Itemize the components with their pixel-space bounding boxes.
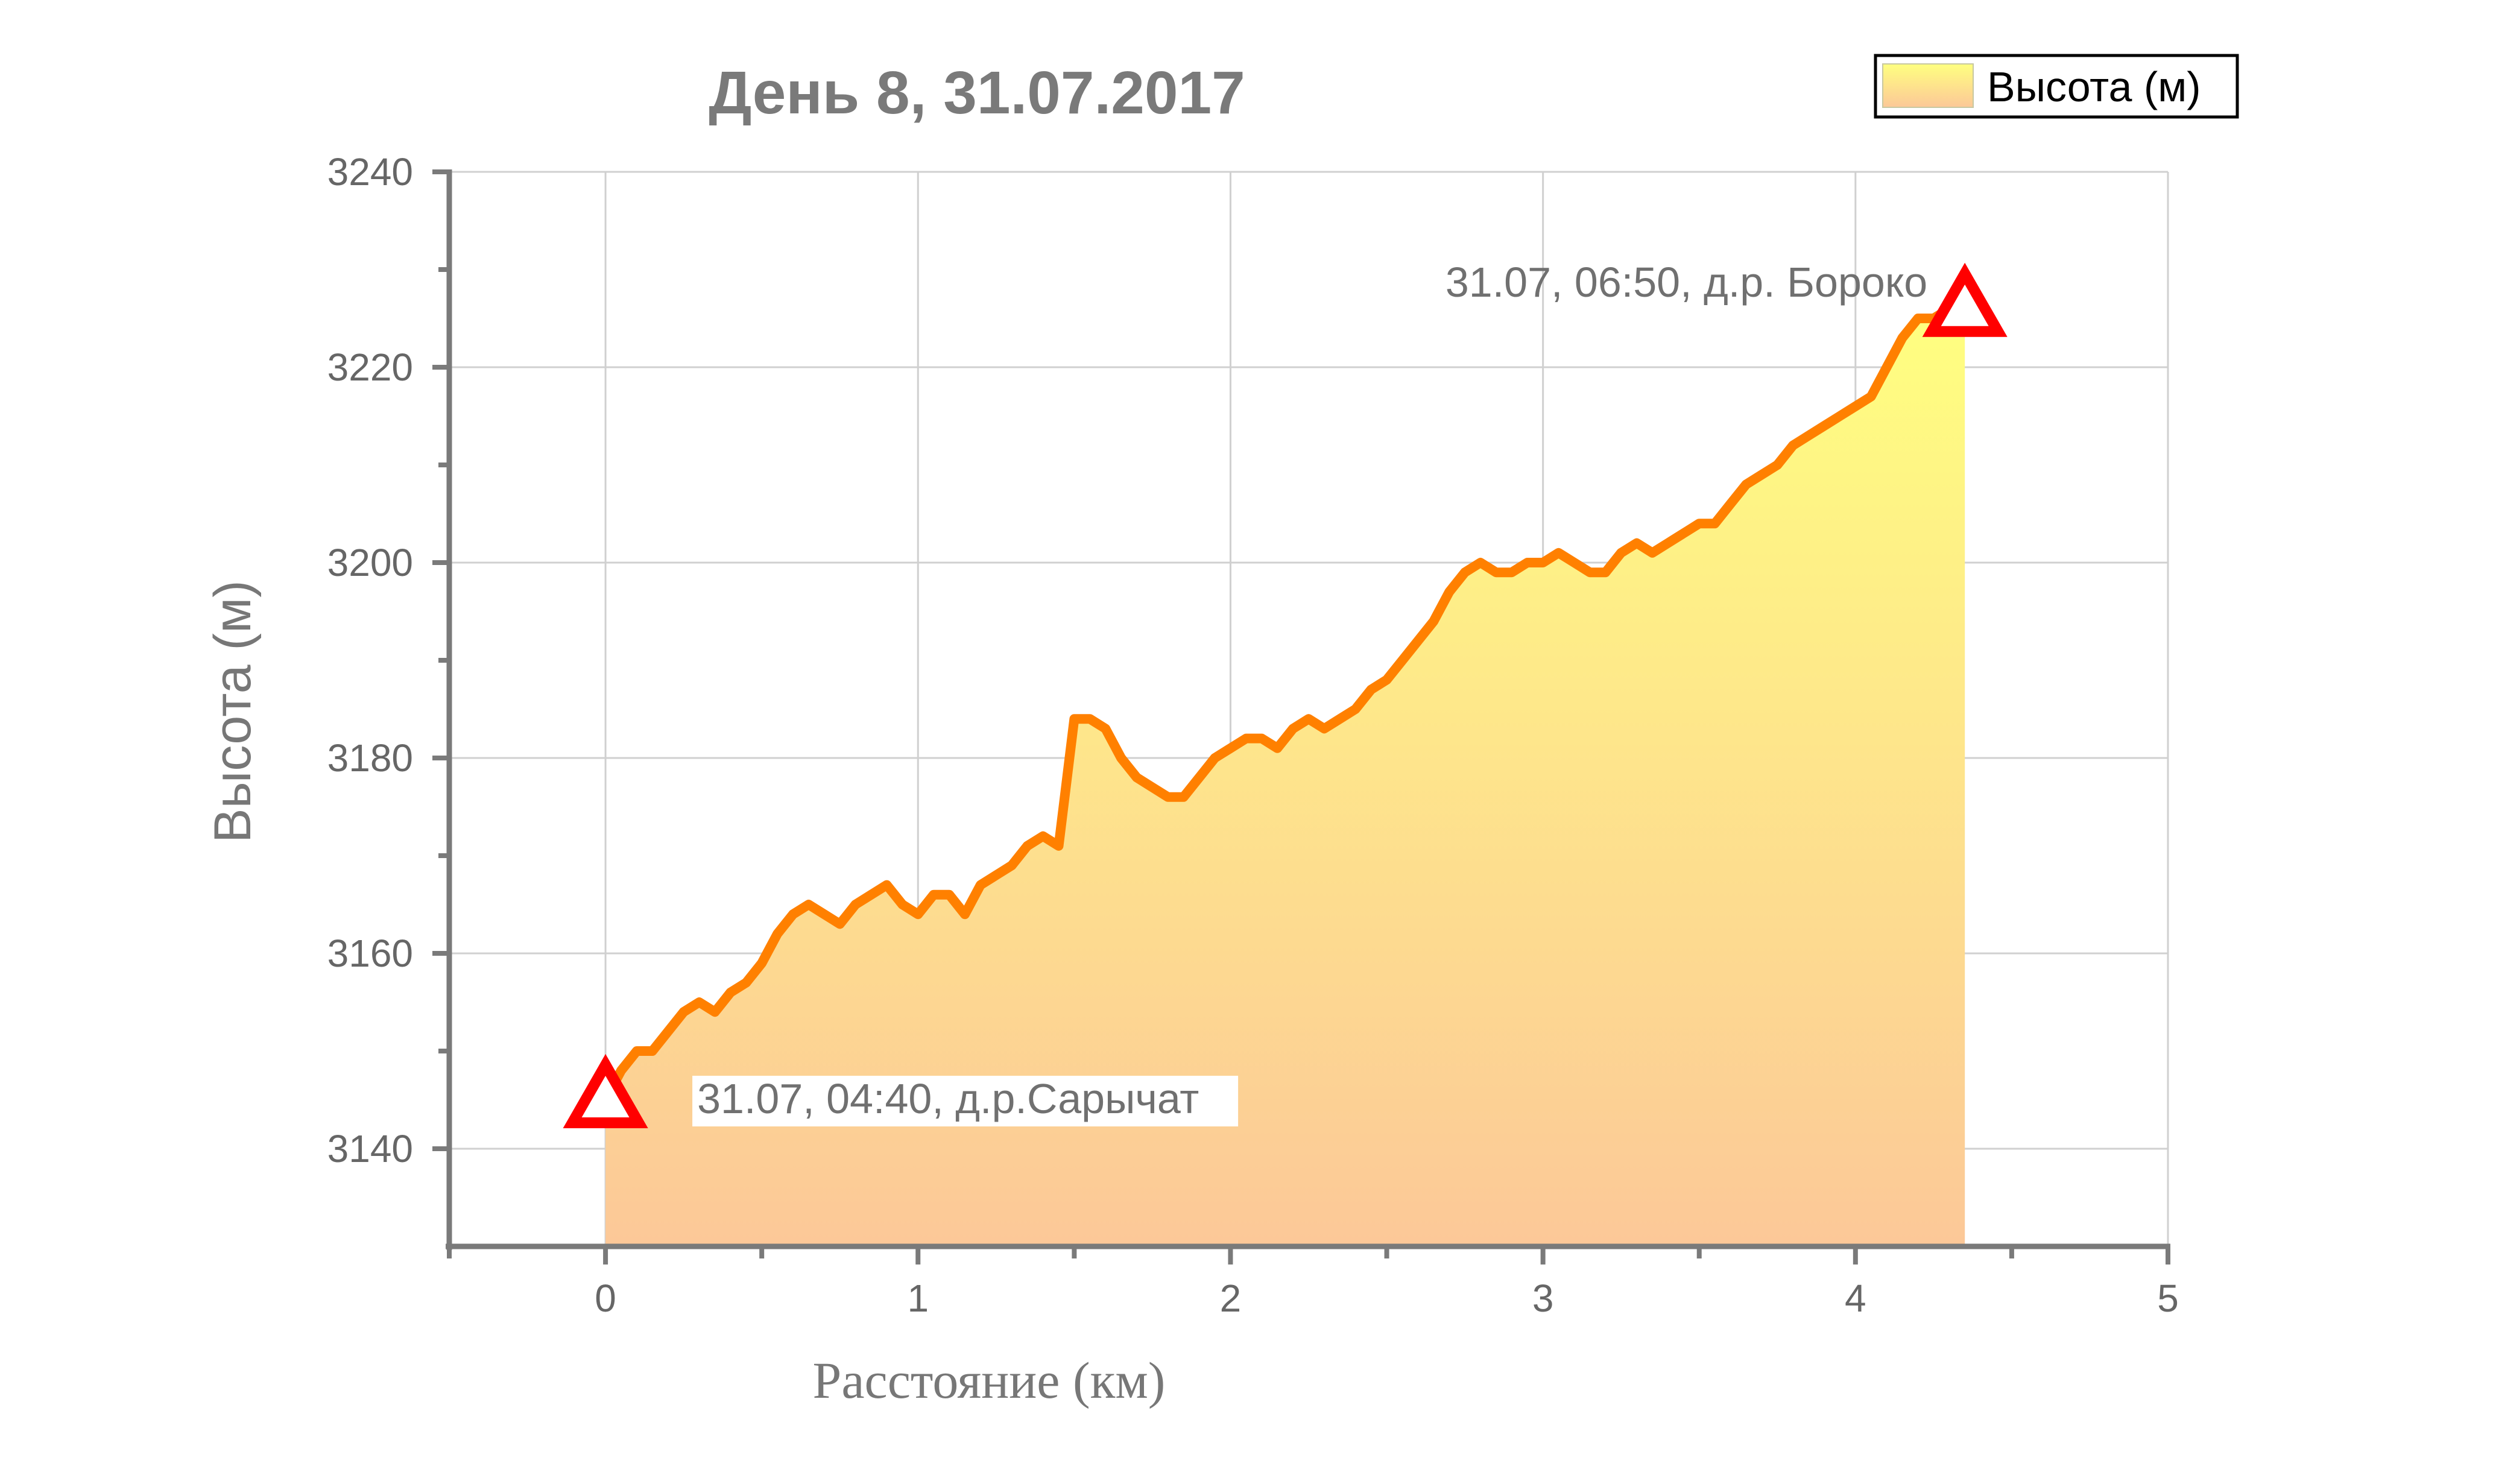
y-tick-label: 3240 — [327, 150, 413, 194]
series-line — [601, 303, 1970, 1105]
area-fill — [605, 308, 1965, 1246]
x-tick-label: 0 — [595, 1277, 616, 1320]
x-tick-label: 1 — [907, 1277, 929, 1320]
annotation-end: 31.07, 06:50, д.р. Бороко — [1446, 259, 1927, 306]
y-axis-label: Высота (м) — [204, 580, 262, 843]
area-layer — [601, 303, 1970, 1246]
triangle-marker-icon — [1922, 262, 2008, 337]
y-tick-label: 3160 — [327, 932, 413, 975]
annotation-bg — [692, 1076, 1239, 1126]
legend: Высота (м) — [1874, 54, 2239, 119]
x-tick-label: 2 — [1220, 1277, 1242, 1320]
triangle-marker-icon — [563, 1053, 648, 1128]
x-tick-label: 4 — [1845, 1277, 1866, 1320]
tick-labels: 0 1 2 3 4 5 3140 3160 3180 3200 3220 3240 — [327, 150, 2179, 1320]
y-tick-label: 3220 — [327, 346, 413, 389]
annotation-start: 31.07, 04:40, д.р.Сарычат — [697, 1075, 1199, 1122]
x-tick-label: 3 — [1532, 1277, 1554, 1320]
chart-title: День 8, 31.07.2017 — [709, 59, 1245, 127]
y-tick-label: 3140 — [327, 1127, 413, 1170]
axes — [432, 169, 2170, 1265]
legend-label: Высота (м) — [1987, 63, 2201, 110]
legend-swatch — [1882, 63, 1974, 108]
x-tick-label: 5 — [2157, 1277, 2179, 1320]
x-axis-label: Расстояние (км) — [813, 1351, 1166, 1409]
y-tick-label: 3200 — [327, 541, 413, 584]
y-tick-label: 3180 — [327, 736, 413, 780]
markers: 31.07, 04:40, д.р.Сарычат 31.07, 06:50, д… — [563, 259, 2008, 1128]
